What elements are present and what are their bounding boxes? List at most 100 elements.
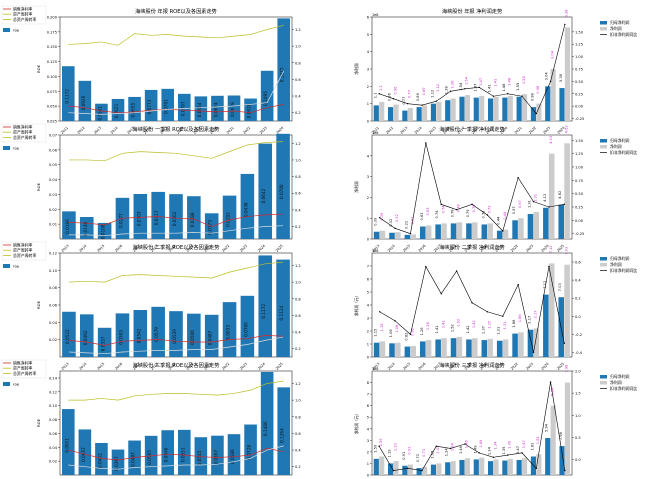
legend-line-label: 销售净利率: [13, 243, 33, 248]
y2-tick-label: 0.2: [295, 465, 301, 469]
x-tick-label: 2013: [93, 126, 102, 135]
legend-line-label: 资产周转率: [13, 366, 33, 371]
profit-bar-label-alt: 1.42: [472, 320, 476, 328]
yoy-point: [425, 265, 427, 268]
profit-bar-label: 7.98: [559, 431, 563, 440]
roe-bar-label: 0.1095: [263, 91, 268, 106]
net-profit-bar: [502, 229, 509, 239]
yoy-point: [548, 206, 550, 208]
yoy-point: [486, 311, 489, 313]
y2-tick-label: 1.0: [575, 414, 581, 418]
y-tick-label: 0.100: [47, 75, 58, 79]
y-tick-label: 0.07: [49, 134, 57, 138]
profit-panel-1: 海峡股份 年报 净利润走势 1e8 0 1 2 3 4 5 6 净利润 1.11.1 2011 0.96…: [354, 7, 637, 135]
legend-parent-swatch: [600, 375, 607, 379]
x-tick-label: 2015: [402, 362, 411, 371]
x-tick-label: 2024: [275, 126, 284, 135]
y2-tick-label: 0.0: [575, 458, 581, 462]
y-tick-label: 0.200: [47, 16, 58, 20]
x-tick-label: 2019: [464, 362, 473, 371]
x-tick-label: 2013: [61, 362, 70, 371]
profit-bar-label-alt: 1.46: [465, 440, 469, 449]
profit-bar-label-alt: 1.28: [450, 80, 454, 89]
profit-bar-label-alt: 0.39: [380, 212, 384, 221]
net-profit-bar: [479, 457, 485, 475]
roe-bar-label: 0.0303: [136, 211, 141, 226]
y-axis-label: 净利润（元）: [354, 412, 359, 435]
roe-bar-label: 0.0951: [64, 438, 69, 453]
x-tick-label: 2014: [387, 362, 396, 371]
x-tick-label: 2023: [525, 244, 534, 253]
x-tick-label: 2024: [541, 362, 550, 371]
yoy-point: [471, 302, 473, 304]
y-tick-label: 0.125: [47, 60, 57, 64]
profit-bar-label: 0.21: [404, 221, 408, 229]
yoy-point: [378, 445, 380, 447]
legend-parent-label: 归母净利润: [610, 20, 630, 25]
profit-bar-label: 0.89: [416, 92, 420, 101]
yoy-point: [407, 102, 409, 105]
y-tick-label: 4: [367, 304, 370, 308]
roe-bar-label: 0.0108: [101, 224, 106, 239]
net-profit-bar: [550, 405, 556, 475]
parent-profit-bar: [473, 97, 479, 121]
x-tick-label: 2021: [514, 126, 523, 135]
roe-bar: [194, 437, 208, 475]
profit-bar-label: 0.44: [497, 216, 501, 225]
profit-bar-label: 0.63: [420, 213, 424, 221]
net-profit-bar: [472, 222, 478, 239]
ratio-line: [68, 380, 284, 401]
x-tick-label: 2018: [150, 244, 159, 253]
y-tick-label: 0: [367, 238, 370, 242]
yoy-point: [394, 227, 396, 230]
yoy-point: [507, 93, 509, 95]
net-profit-bar: [379, 456, 385, 475]
profit-bar-label: 1.42: [466, 325, 470, 333]
y2-tick-label: 0.6: [295, 432, 301, 436]
profit-bar-label: 1.08: [389, 329, 393, 338]
roe-bar: [161, 430, 175, 475]
roe-bar-label: 0.0679: [230, 102, 235, 117]
roe-panel-4: 海峡股份 三季报 ROE以及各因素走势 0.02 0.04 0.06 0.08 0.10 0…: [1, 359, 301, 476]
profit-bar-label-alt: 0.98: [536, 85, 540, 94]
net-profit-bar: [472, 338, 478, 357]
profit-bar-label-alt: 1.47: [479, 78, 483, 86]
profit-bar-label: 0.74: [435, 210, 439, 219]
x-tick-label: 2016: [418, 362, 427, 371]
x-tick-label: 2020: [479, 244, 488, 253]
y-tick-label: 8: [367, 381, 370, 385]
parent-profit-bar: [373, 231, 380, 239]
net-profit-bar: [456, 222, 463, 239]
y-tick-label: 6: [367, 16, 370, 20]
profit-bar-label-alt: 0.91: [408, 447, 412, 455]
parent-profit-bar: [488, 98, 494, 121]
profit-bar-label-alt: 1.31: [534, 194, 538, 202]
parent-profit-bar: [420, 226, 426, 239]
roe-chart-title: 海峡股份 二季报 ROE以及各因素走势: [133, 243, 220, 251]
yoy-point: [521, 452, 523, 454]
yoy-point: [532, 200, 535, 203]
net-profit-bar: [507, 95, 513, 121]
roe-bar-label: 0.0664: [197, 102, 202, 117]
roe-bar-label: 0.0657: [81, 447, 86, 462]
profit-bar-label: 1.26: [420, 327, 424, 336]
profit-bar-label-alt: 1.86: [518, 314, 522, 323]
roe-bar: [211, 95, 224, 121]
parent-profit-bar: [558, 204, 564, 239]
roe-bar: [227, 434, 241, 475]
net-profit-bar: [410, 345, 416, 357]
roe-bar-label: 0.0541: [97, 106, 102, 121]
roe-bar: [61, 66, 75, 121]
profit-bar-label: 0.98: [530, 92, 534, 101]
profit-bar-label: 1.19: [388, 449, 392, 458]
roe-bar: [277, 18, 291, 121]
x-tick-label: 2015: [402, 244, 411, 253]
parent-profit-bar: [389, 232, 395, 239]
x-tick-label: 2012: [385, 126, 394, 135]
net-profit-bar: [564, 382, 570, 475]
legend-bar-swatch: [3, 146, 10, 150]
x-tick-label: 2012: [77, 126, 86, 135]
